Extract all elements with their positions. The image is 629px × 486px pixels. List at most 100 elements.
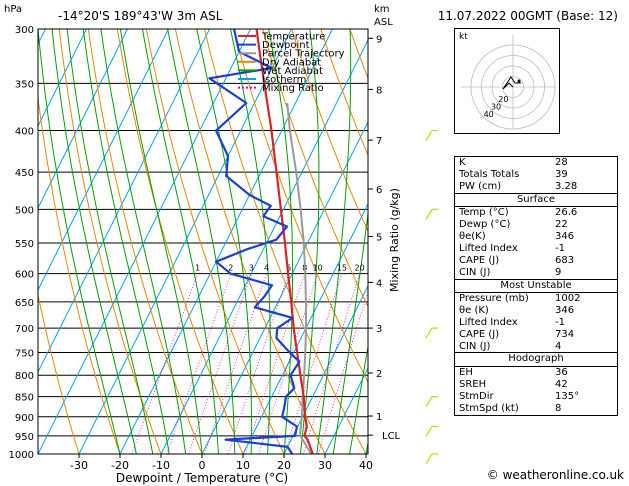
mixing-ratio-line <box>284 273 343 454</box>
wind-barb <box>425 453 438 465</box>
km-tick-label: 3 <box>376 324 382 335</box>
pressure-tick-label: 850 <box>15 393 34 404</box>
x-tick-label: 40 <box>359 459 373 472</box>
isotherm-line <box>201 120 368 454</box>
hodograph-row: EH 36 <box>455 367 617 379</box>
mixing-ratio-label: 4 <box>264 264 269 273</box>
index-row: K 28 <box>455 157 617 169</box>
surface-label: θe(K) <box>459 230 486 242</box>
hodograph-label: StmDir <box>459 390 494 402</box>
surface-value: 9 <box>555 266 562 278</box>
dry-adiabat-line <box>38 94 121 454</box>
hodograph-box: kt 40 30 20 <box>454 28 560 134</box>
index-row: PW (cm) 3.28 <box>455 181 617 193</box>
mixing-ratio-line <box>227 273 289 454</box>
legend-entry: Dewpoint <box>262 40 310 51</box>
pressure-tick-label: 750 <box>15 348 34 359</box>
km-asl: ASL <box>374 17 393 28</box>
surface-row: CAPE (J) 683 <box>455 255 617 267</box>
wet-adiabat-line <box>167 29 236 454</box>
surface-value: 683 <box>555 254 575 266</box>
index-value: 3.28 <box>555 180 578 192</box>
parcel-trajectory-line <box>286 102 312 454</box>
wet-adiabat-line <box>66 29 154 454</box>
footer-credit: © weatheronline.co.uk <box>486 468 624 482</box>
x-tick-label: 0 <box>199 459 206 472</box>
legend-entry: Wet Adiabat <box>262 66 323 77</box>
legend-entry: Temperature <box>261 32 325 43</box>
pressure-tick-label: 400 <box>15 127 34 138</box>
km-tick-label: 2 <box>376 369 382 380</box>
wet-adiabat-line <box>100 29 187 454</box>
surface-value: 346 <box>555 230 575 242</box>
x-tick-label: 10 <box>236 459 250 472</box>
dry-adiabat-line <box>116 29 244 454</box>
most-unstable-value: -1 <box>555 316 565 328</box>
hodograph-value: 42 <box>555 378 568 390</box>
index-value: 28 <box>555 157 568 168</box>
pressure-tick-label: 800 <box>15 371 34 382</box>
wet-adiabat-line <box>142 29 219 454</box>
km-tick-label: 6 <box>376 185 382 196</box>
wet-adiabat-line <box>82 29 170 454</box>
index-value: 39 <box>555 168 568 180</box>
wind-barb <box>425 396 438 407</box>
dry-adiabat-line <box>58 29 162 454</box>
index-row: Totals Totals 39 <box>455 169 617 181</box>
pressure-tick-label: 550 <box>15 239 34 250</box>
chart-title: -14°20'S 189°43'W 3m ASL <box>58 9 223 23</box>
x-axis-label: Dewpoint / Temperature (°C) <box>116 471 288 485</box>
legend-entry: Parcel Trajectory <box>262 49 345 60</box>
hodograph-label: EH <box>459 366 473 378</box>
pressure-tick-label: 450 <box>15 168 34 179</box>
dry-adiabat-line <box>291 29 368 233</box>
hodograph-value: 36 <box>555 366 568 378</box>
most-unstable-value: 1002 <box>555 293 581 305</box>
most-unstable-label: CAPE (J) <box>459 328 500 340</box>
hodograph-ring-label: 20 <box>498 95 508 104</box>
wet-adiabat-line <box>38 29 121 454</box>
most-unstable-row: Lifted Index -1 <box>455 317 617 329</box>
most-unstable-label: Pressure (mb) <box>459 293 529 305</box>
km-unit: km <box>374 4 390 15</box>
isotherm-line <box>38 29 128 210</box>
wet-adiabat-line <box>119 29 203 454</box>
indices-panel: K 28 Totals Totals 39 PW (cm) 3.28 Surface Te… <box>454 156 618 416</box>
surface-value: 26.6 <box>555 207 578 219</box>
x-tick-label: 30 <box>318 459 332 472</box>
pressure-tick-label: 700 <box>15 324 34 335</box>
hodograph-row: StmSpd (kt) 8 <box>455 403 617 415</box>
km-tick-label: 8 <box>376 85 382 96</box>
wet-adiabat-line <box>230 29 271 454</box>
surface-label: Lifted Index <box>459 242 518 254</box>
dry-adiabat-line <box>233 29 368 384</box>
hodograph-header: Hodograph <box>455 352 617 367</box>
hodograph-kt-label: kt <box>459 32 468 42</box>
pressure-tick-label: 950 <box>15 432 34 443</box>
surface-value: -1 <box>555 242 565 254</box>
hodograph-value: 8 <box>555 402 562 414</box>
hodograph-ring-label: 30 <box>491 103 501 112</box>
km-tick-label: 9 <box>376 34 382 45</box>
most-unstable-label: Lifted Index <box>459 316 518 328</box>
mixing-ratio-label: 10 <box>313 264 323 273</box>
x-tick-label: -10 <box>152 459 170 472</box>
wind-barbs <box>425 129 438 465</box>
dewpoint-line <box>208 29 301 454</box>
pressure-tick-label: 300 <box>15 25 34 36</box>
temperature-line <box>255 29 314 454</box>
km-tick-label: 5 <box>376 232 382 243</box>
mixing-ratio-label: 25 <box>369 264 379 273</box>
surface-label: Temp (°C) <box>459 207 509 219</box>
wet-adiabat-line <box>349 343 368 454</box>
surface-label: CIN (J) <box>459 266 491 278</box>
datetime-header: 11.07.2022 00GMT (Base: 12) <box>438 9 618 23</box>
most-unstable-label: θe (K) <box>459 304 489 316</box>
index-label: PW (cm) <box>459 180 502 192</box>
wind-barb <box>425 208 438 220</box>
legend-entry: Isotherm <box>262 75 306 86</box>
dry-adiabat-line <box>145 29 285 454</box>
isotherm-line <box>0 29 5 454</box>
